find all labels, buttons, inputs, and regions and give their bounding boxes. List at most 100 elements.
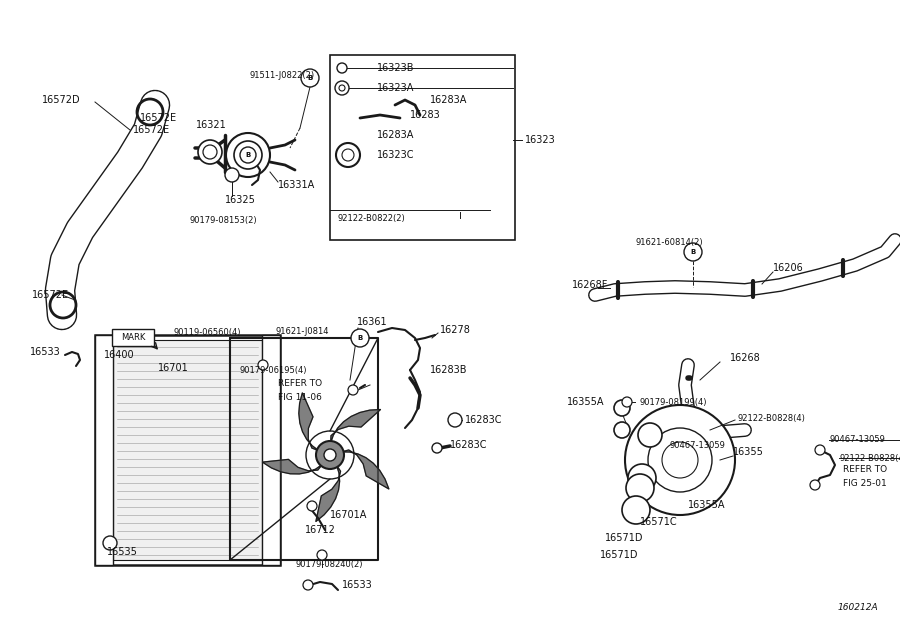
Text: 90179-08199(4): 90179-08199(4): [640, 397, 707, 407]
Text: 16268: 16268: [730, 353, 760, 363]
Bar: [95, 335, 280, 565]
Circle shape: [351, 329, 369, 347]
Text: 90119-06560(4): 90119-06560(4): [173, 327, 240, 337]
Circle shape: [622, 496, 650, 524]
Circle shape: [638, 423, 662, 447]
Text: REFER TO: REFER TO: [278, 379, 322, 388]
Polygon shape: [330, 409, 381, 443]
Text: 16533: 16533: [30, 347, 61, 357]
Text: 16572E: 16572E: [140, 113, 177, 123]
Text: B: B: [308, 75, 312, 81]
Circle shape: [628, 464, 656, 492]
Circle shape: [662, 442, 698, 478]
Circle shape: [203, 145, 217, 159]
Text: 16572D: 16572D: [42, 95, 81, 105]
Polygon shape: [299, 393, 319, 451]
Text: 90179-08240(2): 90179-08240(2): [295, 561, 363, 569]
Text: 91621-J0814: 91621-J0814: [275, 327, 328, 337]
Text: 16323C: 16323C: [377, 150, 415, 160]
Circle shape: [684, 243, 702, 261]
Circle shape: [810, 480, 820, 490]
Circle shape: [225, 168, 239, 182]
FancyBboxPatch shape: [112, 329, 154, 346]
Text: 16325: 16325: [225, 195, 256, 205]
Text: 16278: 16278: [440, 325, 471, 335]
Text: 16283C: 16283C: [465, 415, 502, 425]
Circle shape: [316, 441, 344, 469]
Circle shape: [337, 63, 347, 73]
Text: B: B: [357, 335, 363, 341]
Circle shape: [226, 133, 270, 177]
Circle shape: [301, 69, 319, 87]
Text: 91621-60814(2): 91621-60814(2): [635, 238, 703, 248]
Circle shape: [303, 580, 313, 590]
Text: 16268F: 16268F: [572, 280, 608, 290]
Text: 92122-B0828(4): 92122-B0828(4): [840, 453, 900, 463]
Text: 16206: 16206: [773, 263, 804, 273]
Circle shape: [198, 140, 222, 164]
Circle shape: [336, 143, 360, 167]
Circle shape: [234, 141, 262, 169]
Text: 16323: 16323: [525, 135, 556, 145]
Text: 16283C: 16283C: [450, 440, 488, 450]
Text: 16323A: 16323A: [377, 83, 414, 93]
Text: 16355A: 16355A: [688, 500, 725, 510]
Text: 16701: 16701: [158, 363, 189, 373]
Text: 16361: 16361: [357, 317, 388, 327]
Circle shape: [258, 360, 268, 370]
Text: 90179-08153(2): 90179-08153(2): [190, 215, 257, 225]
Circle shape: [815, 445, 825, 455]
Text: 16283B: 16283B: [430, 365, 467, 375]
Circle shape: [625, 405, 735, 515]
Text: 92122-B0822(2): 92122-B0822(2): [338, 214, 406, 222]
Text: FIG 25-01: FIG 25-01: [843, 479, 886, 489]
Text: 16323B: 16323B: [377, 63, 415, 73]
Text: 90467-13059: 90467-13059: [830, 435, 886, 445]
Bar: [330, 55, 515, 240]
Text: B: B: [690, 249, 696, 255]
Circle shape: [622, 397, 632, 407]
Text: 16701A: 16701A: [330, 510, 367, 520]
Circle shape: [306, 431, 354, 479]
Text: 16571D: 16571D: [600, 550, 638, 560]
Bar: [95, 335, 113, 565]
Text: 92122-B0828(4): 92122-B0828(4): [738, 414, 806, 422]
Circle shape: [448, 413, 462, 427]
Text: MARK: MARK: [121, 333, 145, 343]
Text: 16400: 16400: [104, 350, 135, 360]
Text: 16572E: 16572E: [32, 290, 69, 300]
Circle shape: [648, 428, 712, 492]
Text: 160212A: 160212A: [837, 604, 878, 612]
Text: 16533: 16533: [342, 580, 373, 590]
Circle shape: [103, 536, 117, 550]
Bar: [113, 340, 262, 560]
Text: 90179-06195(4): 90179-06195(4): [240, 366, 308, 374]
Circle shape: [324, 449, 336, 461]
Circle shape: [307, 501, 317, 511]
Text: REFER TO: REFER TO: [843, 466, 887, 474]
Text: 16355A: 16355A: [567, 397, 605, 407]
Circle shape: [614, 400, 630, 416]
Circle shape: [342, 149, 354, 161]
Text: 16355: 16355: [733, 447, 764, 457]
Text: 16283A: 16283A: [430, 95, 467, 105]
Circle shape: [348, 385, 358, 395]
Text: FIG 11-06: FIG 11-06: [278, 392, 322, 402]
Text: 90467-13059: 90467-13059: [670, 440, 726, 450]
Polygon shape: [263, 460, 322, 474]
Text: 16535: 16535: [107, 547, 138, 557]
Circle shape: [339, 85, 345, 91]
Circle shape: [614, 422, 630, 438]
Polygon shape: [316, 465, 340, 522]
Text: 16712: 16712: [305, 525, 336, 535]
Text: 91511-J0822(2): 91511-J0822(2): [250, 71, 315, 79]
Polygon shape: [342, 450, 389, 489]
Text: 16321: 16321: [196, 120, 227, 130]
Circle shape: [335, 81, 349, 95]
Text: 16571C: 16571C: [640, 517, 678, 527]
Text: 16331A: 16331A: [278, 180, 315, 190]
Circle shape: [626, 474, 654, 502]
Circle shape: [317, 550, 327, 560]
Text: 16571D: 16571D: [605, 533, 644, 543]
Bar: [262, 335, 280, 565]
